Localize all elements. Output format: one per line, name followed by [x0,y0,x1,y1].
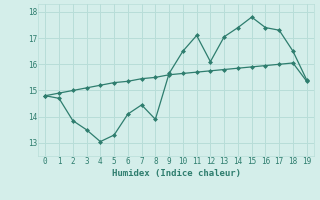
X-axis label: Humidex (Indice chaleur): Humidex (Indice chaleur) [111,169,241,178]
